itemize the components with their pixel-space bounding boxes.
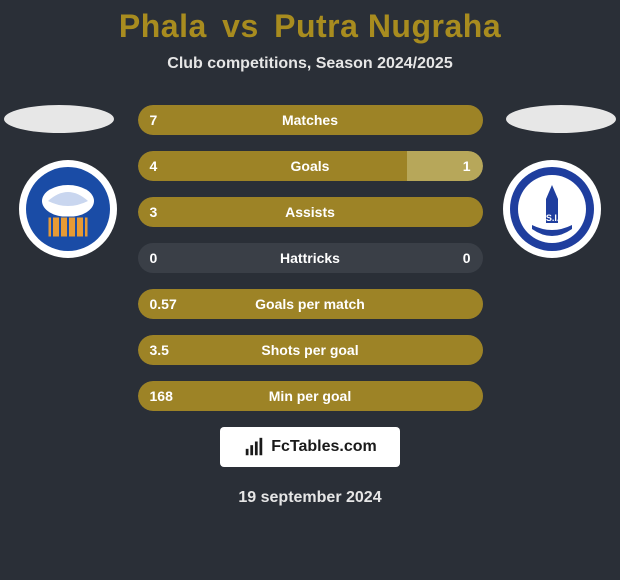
stat-row: 0 0Hattricks [138,243,483,273]
crest-icon [18,159,118,259]
player1-name: Phala [119,8,207,44]
chart-icon [243,436,265,458]
stat-label: Hattricks [138,243,483,273]
footer-date: 19 september 2024 [0,489,620,507]
stat-label: Matches [138,105,483,135]
stat-row: 0.57Goals per match [138,289,483,319]
right-shadow-ellipse [506,105,616,133]
stat-value-left: 3.5 [150,335,169,365]
stat-label: Min per goal [138,381,483,411]
stat-row: 3Assists [138,197,483,227]
stat-label: Assists [138,197,483,227]
crest-icon: P.S.I.S [502,159,602,259]
stat-value-right: 1 [463,151,471,181]
comparison-card: Phala vs Putra Nugraha Club competitions… [0,0,620,580]
stat-value-left: 4 [150,151,158,181]
stat-label: Goals [138,151,483,181]
stat-value-left: 0.57 [150,289,177,319]
stat-label: Shots per goal [138,335,483,365]
stat-value-left: 7 [150,105,158,135]
stat-value-left: 3 [150,197,158,227]
stat-label: Goals per match [138,289,483,319]
stat-row: 168Min per goal [138,381,483,411]
stat-value-right: 0 [463,243,471,273]
player2-club-crest: P.S.I.S [502,159,602,259]
page-title: Phala vs Putra Nugraha [0,0,620,45]
stat-row: 3.5Shots per goal [138,335,483,365]
player2-name: Putra Nugraha [274,8,501,44]
stat-value-left: 0 [150,243,158,273]
brand-badge[interactable]: FcTables.com [220,427,400,467]
vs-separator: vs [222,8,259,44]
stat-bars: 7Matches 4 1Goals 3Assists 0 0Hattricks 0.57Go… [138,105,483,411]
content-area: P.S.I.S 7Matches 4 1Goals 3Assists 0 0Hattric… [0,105,620,411]
left-shadow-ellipse [4,105,114,133]
stat-row: 4 1Goals [138,151,483,181]
brand-text: FcTables.com [271,438,377,456]
stat-row: 7Matches [138,105,483,135]
player1-club-crest [18,159,118,259]
stat-value-left: 168 [150,381,173,411]
svg-text:P.S.I.S: P.S.I.S [539,213,566,223]
subtitle: Club competitions, Season 2024/2025 [0,55,620,73]
